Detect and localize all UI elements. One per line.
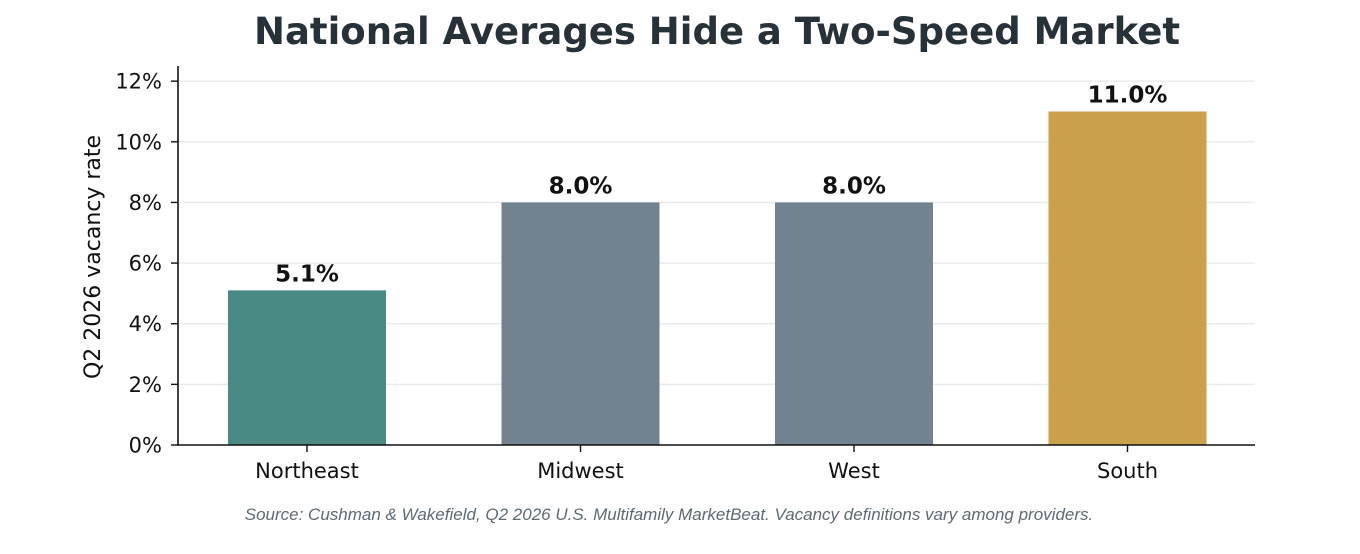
data-labels: 5.1% 8.0% 8.0% 11.0% xyxy=(275,82,1167,287)
source-note: Source: Cushman & Wakefield, Q2 2026 U.S… xyxy=(245,505,1094,524)
data-label-south: 11.0% xyxy=(1088,82,1168,108)
x-axis-ticks: Northeast Midwest West South xyxy=(255,445,1158,483)
bars xyxy=(228,111,1207,445)
y-tick-label: 6% xyxy=(129,252,162,276)
x-tick-label-midwest: Midwest xyxy=(537,459,624,483)
x-tick-label-northeast: Northeast xyxy=(255,459,359,483)
chart-title: National Averages Hide a Two-Speed Marke… xyxy=(254,10,1180,53)
data-label-midwest: 8.0% xyxy=(549,173,613,199)
y-tick-label: 0% xyxy=(129,434,162,458)
bar-west xyxy=(775,202,933,445)
axes xyxy=(177,66,1255,446)
y-tick-label: 10% xyxy=(115,130,162,154)
y-tick-label: 8% xyxy=(129,191,162,215)
data-label-northeast: 5.1% xyxy=(275,261,339,287)
y-tick-label: 2% xyxy=(129,373,162,397)
bar-midwest xyxy=(501,202,660,445)
bar-northeast xyxy=(228,290,386,445)
y-axis-label: Q2 2026 vacancy rate xyxy=(81,135,106,379)
x-tick-label-west: West xyxy=(828,459,880,483)
y-axis-ticks: 0% 2% 4% 6% 8% 10% 12% xyxy=(115,70,178,458)
bar-south xyxy=(1048,111,1207,445)
data-label-west: 8.0% xyxy=(822,173,886,199)
y-tick-label: 4% xyxy=(129,312,162,336)
x-tick-label-south: South xyxy=(1097,459,1158,483)
y-tick-label: 12% xyxy=(115,70,162,94)
